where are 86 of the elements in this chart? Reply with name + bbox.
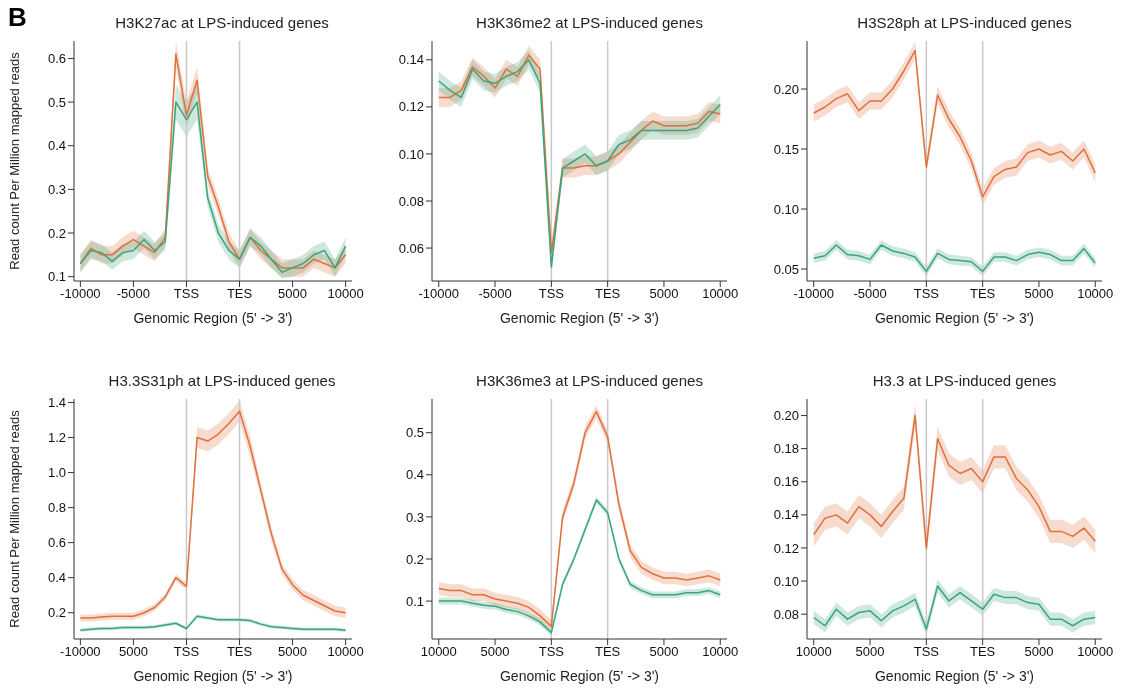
y-tick-label: 0.3: [47, 181, 66, 197]
y-tick-label: 0.5: [405, 425, 424, 441]
x-axis-title: Genomic Region (5' -> 3'): [874, 668, 1035, 684]
x-tick-label: -5000: [853, 286, 887, 302]
x-tick-label: 5000: [278, 286, 308, 302]
y-tick-label: 0.6: [47, 51, 66, 67]
x-tick-label: 10000: [327, 644, 364, 660]
x-tick-label: -5000: [116, 286, 151, 302]
y-axis-title: Read count Per Million mapped reads: [6, 51, 22, 270]
y-tick-label: 0.2: [405, 551, 424, 567]
x-tick-label: -5000: [478, 286, 512, 302]
x-axis-title: Genomic Region (5' -> 3'): [133, 310, 293, 326]
x-tick-label: TES: [970, 286, 996, 302]
x-tick-label: -10000: [418, 286, 459, 302]
y-tick-label: 0.1: [405, 593, 424, 609]
y-tick-label: 0.08: [773, 606, 799, 622]
y-axis-title: Read count Per Million mapped reads: [6, 409, 22, 628]
y-tick-label: 1.2: [47, 430, 66, 446]
y-tick-label: 1.0: [47, 465, 66, 481]
y-tick-label: 0.10: [398, 146, 424, 162]
x-tick-label: -10000: [60, 286, 101, 302]
y-tick-label: 0.18: [773, 441, 799, 457]
chart-title: H3K27ac at LPS-induced genes: [114, 14, 330, 31]
chart-title: H3S28ph at LPS-induced genes: [856, 14, 1073, 31]
x-tick-label: TES: [970, 644, 996, 660]
y-tick-label: 0.3: [405, 509, 424, 525]
x-tick-label: 5000: [1024, 286, 1054, 302]
y-tick-label: 0.05: [773, 261, 799, 277]
x-tick-label: 10000: [1077, 644, 1114, 660]
y-tick-label: 0.10: [773, 573, 799, 589]
y-tick-label: 0.10: [773, 201, 799, 217]
x-tick-label: TSS: [913, 644, 940, 660]
line-series: [813, 585, 1096, 630]
chart-title: H3.3S31ph at LPS-induced genes: [107, 372, 337, 389]
x-tick-label: TSS: [538, 644, 565, 660]
x-tick-label: 10000: [795, 644, 832, 660]
x-tick-label: TES: [595, 644, 621, 660]
x-tick-label: -10000: [793, 286, 834, 302]
x-tick-label: 5000: [118, 644, 148, 660]
text: B: [8, 2, 27, 33]
x-tick-label: 5000: [649, 286, 679, 302]
y-tick-label: 0.14: [773, 507, 799, 523]
x-tick-label: TSS: [173, 644, 200, 660]
x-tick-label: TES: [226, 286, 253, 302]
x-tick-label: TES: [595, 286, 621, 302]
y-tick-label: 0.12: [398, 99, 424, 115]
x-tick-label: 5000: [855, 644, 885, 660]
chart-title: H3K36me3 at LPS-induced genes: [475, 372, 704, 389]
y-tick-label: 0.5: [47, 94, 66, 110]
y-tick-label: 0.16: [773, 474, 799, 490]
y-tick-label: 0.06: [398, 240, 424, 256]
y-tick-label: 0.15: [773, 141, 799, 157]
chart-title: H3K36me2 at LPS-induced genes: [475, 14, 704, 31]
y-tick-label: 0.08: [398, 193, 424, 209]
x-tick-label: 10000: [1077, 286, 1114, 302]
x-axis-title: Genomic Region (5' -> 3'): [499, 310, 660, 326]
x-tick-label: TSS: [913, 286, 940, 302]
y-tick-label: 0.1: [47, 269, 66, 285]
y-tick-label: 0.14: [398, 52, 424, 68]
y-tick-label: 1.4: [47, 395, 66, 411]
y-tick-label: 0.6: [47, 535, 66, 551]
x-axis-title: Genomic Region (5' -> 3'): [874, 310, 1035, 326]
x-axis-title: Genomic Region (5' -> 3'): [133, 668, 293, 684]
y-tick-label: 0.4: [47, 138, 66, 154]
x-tick-label: 10000: [702, 286, 739, 302]
x-axis-title: Genomic Region (5' -> 3'): [499, 668, 660, 684]
x-tick-label: 10000: [702, 644, 739, 660]
y-tick-label: 0.2: [47, 225, 66, 241]
y-tick-label: 0.12: [773, 540, 799, 556]
chart-title: H3.3 at LPS-induced genes: [871, 372, 1058, 389]
y-tick-label: 0.8: [47, 500, 66, 516]
y-tick-label: 0.2: [47, 605, 66, 621]
x-tick-label: 5000: [649, 644, 679, 660]
x-tick-label: 10000: [420, 644, 457, 660]
x-tick-label: TSS: [173, 286, 200, 302]
x-tick-label: 5000: [278, 644, 308, 660]
y-tick-label: 0.20: [773, 408, 799, 424]
y-tick-label: 0.20: [773, 81, 799, 97]
x-tick-label: 5000: [480, 644, 510, 660]
x-tick-label: TSS: [538, 286, 565, 302]
x-tick-label: 10000: [327, 286, 364, 302]
x-tick-label: -10000: [60, 644, 101, 660]
x-tick-label: TES: [226, 644, 253, 660]
y-tick-label: 0.4: [47, 570, 66, 586]
y-tick-label: 0.4: [405, 467, 424, 483]
x-tick-label: 5000: [1024, 644, 1054, 660]
